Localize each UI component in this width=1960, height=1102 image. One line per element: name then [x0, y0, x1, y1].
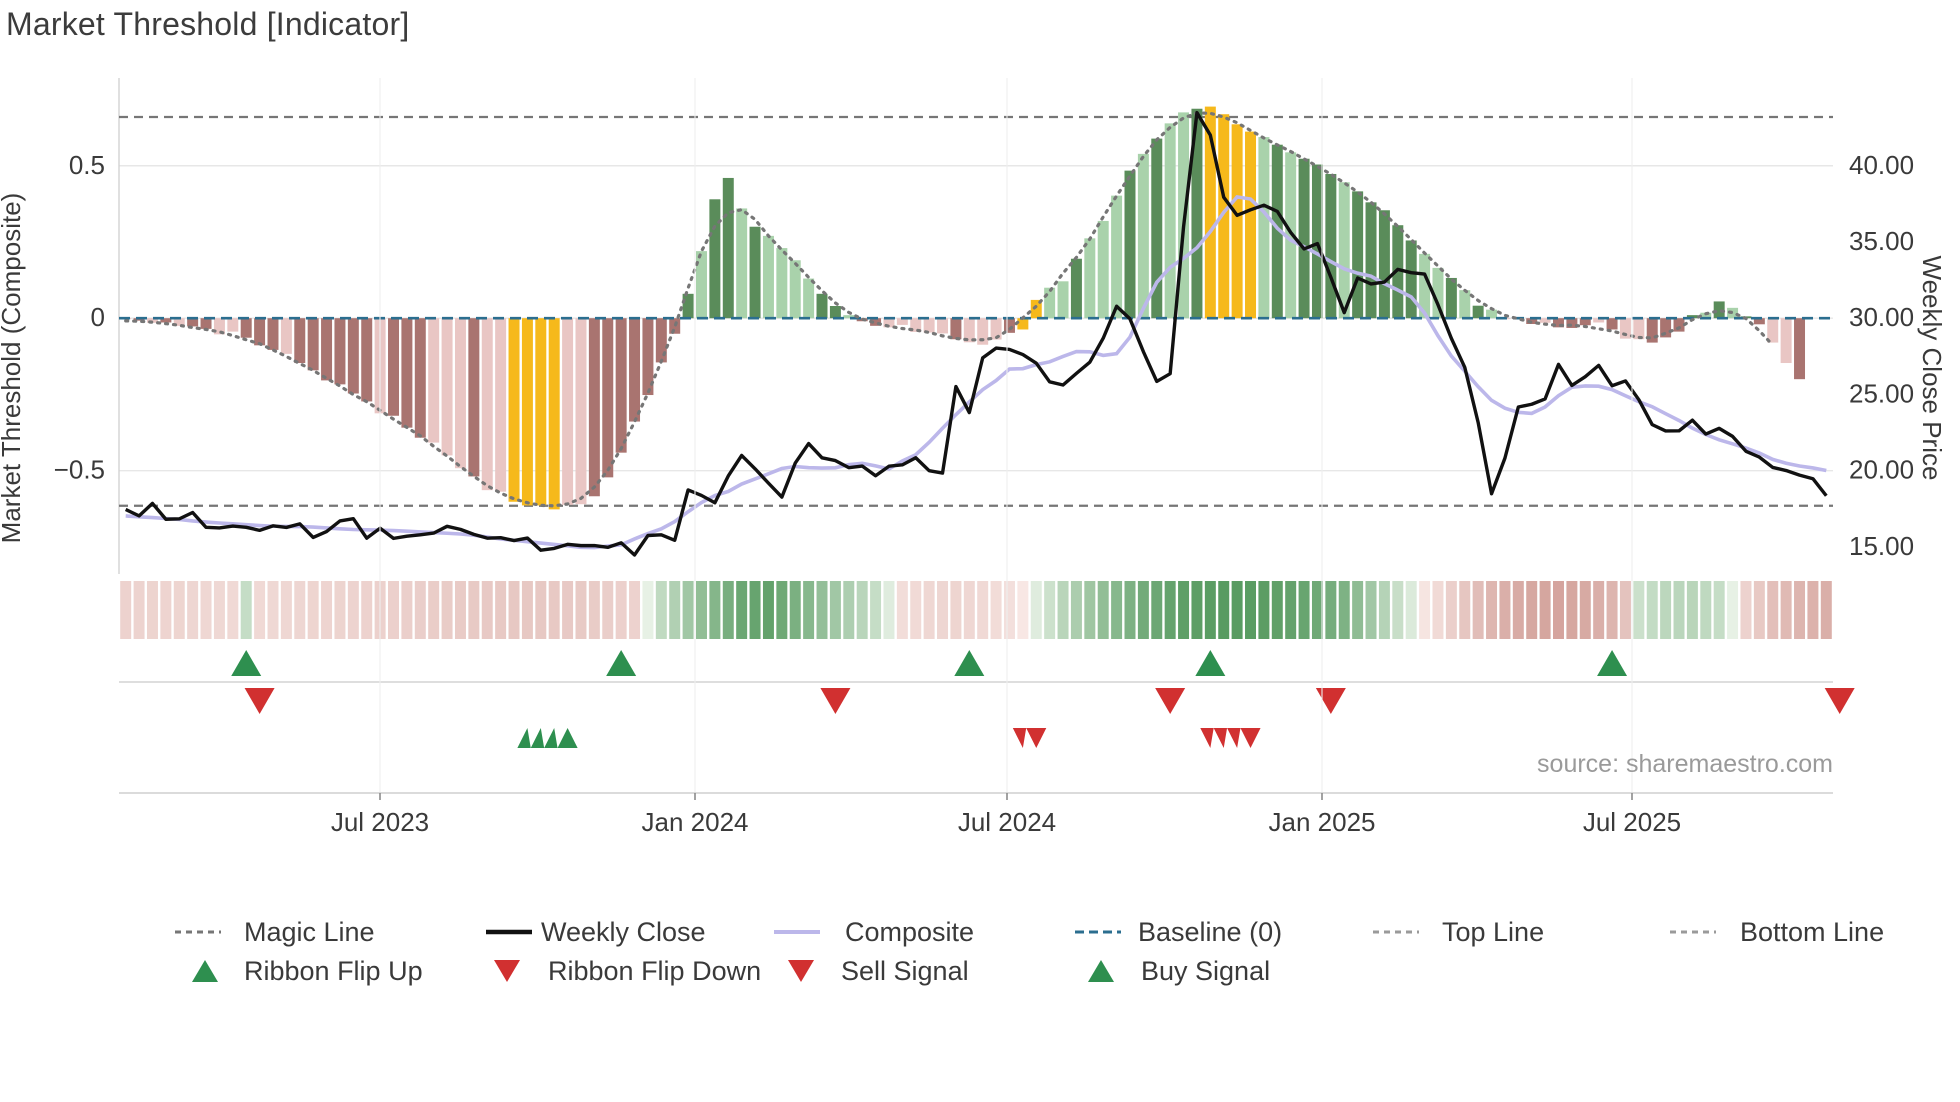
svg-text:Sell Signal: Sell Signal: [841, 956, 969, 986]
svg-text:Jan 2025: Jan 2025: [1269, 807, 1376, 837]
svg-text:15.00: 15.00: [1849, 531, 1914, 561]
svg-text:Buy Signal: Buy Signal: [1141, 956, 1270, 986]
svg-text:Jul 2023: Jul 2023: [331, 807, 429, 837]
svg-text:Composite: Composite: [845, 917, 974, 947]
svg-text:0.5: 0.5: [69, 150, 105, 180]
svg-text:20.00: 20.00: [1849, 455, 1914, 485]
svg-text:40.00: 40.00: [1849, 150, 1914, 180]
svg-text:Jul 2025: Jul 2025: [1583, 807, 1681, 837]
svg-text:Jul 2024: Jul 2024: [958, 807, 1056, 837]
svg-text:Bottom Line: Bottom Line: [1740, 917, 1884, 947]
svg-text:Weekly Close: Weekly Close: [541, 917, 706, 947]
svg-text:25.00: 25.00: [1849, 378, 1914, 408]
svg-text:30.00: 30.00: [1849, 302, 1914, 332]
svg-text:0: 0: [91, 302, 105, 332]
svg-text:Ribbon Flip Up: Ribbon Flip Up: [244, 956, 423, 986]
svg-text:source: sharemaestro.com: source: sharemaestro.com: [1537, 750, 1833, 778]
svg-text:Weekly Close Price: Weekly Close Price: [1917, 256, 1947, 481]
svg-text:Jan 2024: Jan 2024: [642, 807, 749, 837]
svg-text:Magic Line: Magic Line: [244, 917, 375, 947]
svg-text:Baseline (0): Baseline (0): [1138, 917, 1282, 947]
svg-text:Ribbon Flip Down: Ribbon Flip Down: [548, 956, 761, 986]
svg-text:35.00: 35.00: [1849, 226, 1914, 256]
svg-text:Market Threshold (Composite): Market Threshold (Composite): [0, 193, 26, 544]
svg-text:Top Line: Top Line: [1442, 917, 1544, 947]
svg-text:−0.5: −0.5: [54, 455, 105, 485]
